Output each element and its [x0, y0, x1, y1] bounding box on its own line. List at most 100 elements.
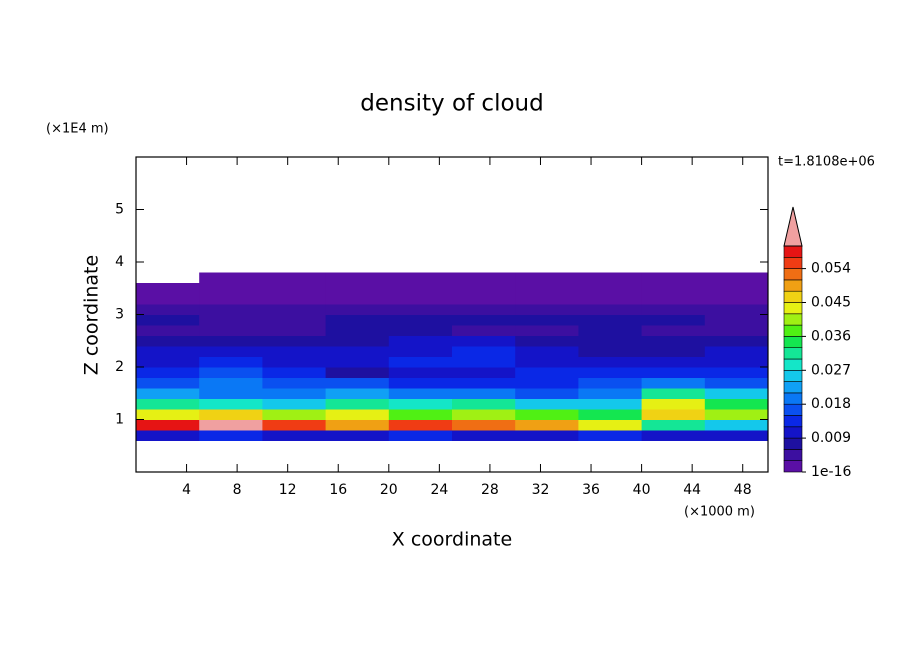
field-cell — [262, 388, 327, 399]
field-cell — [578, 293, 643, 305]
field-cell — [704, 283, 769, 294]
field-cell — [704, 325, 769, 336]
field-cell — [578, 346, 643, 357]
field-cell — [388, 377, 453, 389]
field-cell — [641, 335, 706, 347]
field-cell — [704, 304, 769, 315]
field-cell — [641, 430, 706, 441]
x-axis-label: X coordinate — [392, 529, 512, 551]
field-cell — [262, 314, 327, 326]
x-unit: (×1000 m) — [684, 505, 755, 520]
field-cell — [325, 367, 390, 378]
field-cell — [262, 325, 327, 336]
field-cell — [641, 356, 706, 368]
field-cell — [515, 283, 579, 294]
colorbar-tick-label: 0.009 — [811, 430, 851, 446]
y-tick-label: 1 — [115, 412, 124, 428]
colorbar-swatch — [783, 268, 803, 281]
field-cell — [325, 409, 390, 420]
field-cell — [515, 293, 579, 305]
field-cell — [388, 409, 453, 420]
field-cell — [704, 293, 769, 305]
field-cell — [262, 304, 327, 315]
y-tick-label: 5 — [115, 202, 124, 218]
colorbar-tick-label: 0.018 — [811, 396, 851, 412]
field-cell — [641, 377, 706, 389]
field-cell — [199, 388, 263, 399]
field-cell — [136, 419, 200, 431]
field-cell — [641, 314, 706, 326]
field-cell — [704, 346, 769, 357]
field-cell — [199, 272, 263, 284]
field-cell — [325, 304, 390, 315]
field-cell — [136, 314, 200, 326]
annotation: t=1.8108e+06 — [778, 155, 875, 170]
field-cell — [325, 377, 390, 389]
field-cell — [515, 325, 579, 336]
field-cell — [578, 325, 643, 336]
field-cell — [578, 367, 643, 378]
field-cell — [199, 314, 263, 326]
field-cell — [452, 377, 516, 389]
x-tick-label: 20 — [380, 482, 398, 498]
field-cell — [388, 283, 453, 294]
field-cell — [641, 398, 706, 410]
field-cell — [704, 409, 769, 420]
field-cell — [199, 283, 263, 294]
y-tick-label: 3 — [115, 307, 124, 323]
x-tick-label: 24 — [430, 482, 448, 498]
field-cell — [452, 356, 516, 368]
field-cell — [325, 356, 390, 368]
field-cell — [704, 367, 769, 378]
colorbar-swatch — [783, 256, 803, 269]
field-cell — [262, 346, 327, 357]
field-cell — [578, 388, 643, 399]
colorbar-swatch — [783, 392, 803, 405]
field-cell — [325, 419, 390, 431]
x-tick-label: 28 — [481, 482, 499, 498]
field-cell — [578, 272, 643, 284]
field-cell — [641, 388, 706, 399]
colorbar-swatch — [783, 369, 803, 382]
field-cell — [199, 325, 263, 336]
x-tick-label: 16 — [329, 482, 347, 498]
colorbar-swatch — [783, 290, 803, 303]
field-cell — [262, 356, 327, 368]
field-cell — [199, 304, 263, 315]
field-cell — [515, 377, 579, 389]
field-cell — [578, 335, 643, 347]
field-cell — [262, 398, 327, 410]
field-cell — [452, 419, 516, 431]
field-cell — [136, 304, 200, 315]
field-cell — [452, 304, 516, 315]
field-cell — [578, 398, 643, 410]
field-cell — [641, 419, 706, 431]
field-cell — [325, 388, 390, 399]
field-cell — [262, 367, 327, 378]
colorbar-swatch — [783, 313, 803, 326]
field-cell — [136, 325, 200, 336]
field-cell — [325, 346, 390, 357]
field-cell — [262, 419, 327, 431]
colorbar-swatch — [783, 415, 803, 428]
colorbar-swatch — [783, 347, 803, 360]
field-cell — [641, 293, 706, 305]
x-tick-label: 4 — [182, 482, 191, 498]
field-cell — [325, 430, 390, 441]
colorbar-tick-label: 0.036 — [811, 328, 851, 344]
field-cell — [388, 419, 453, 431]
field-cell — [515, 335, 579, 347]
field-cell — [704, 419, 769, 431]
field-cell — [388, 272, 453, 284]
field-cell — [515, 409, 579, 420]
field-cell — [388, 430, 453, 441]
field-cell — [325, 398, 390, 410]
field-cell — [136, 377, 200, 389]
field-cell — [262, 293, 327, 305]
field-cell — [136, 335, 200, 347]
field-cell — [704, 272, 769, 284]
field-cell — [452, 430, 516, 441]
field-cell — [199, 409, 263, 420]
field-cell — [452, 283, 516, 294]
field-cell — [515, 304, 579, 315]
